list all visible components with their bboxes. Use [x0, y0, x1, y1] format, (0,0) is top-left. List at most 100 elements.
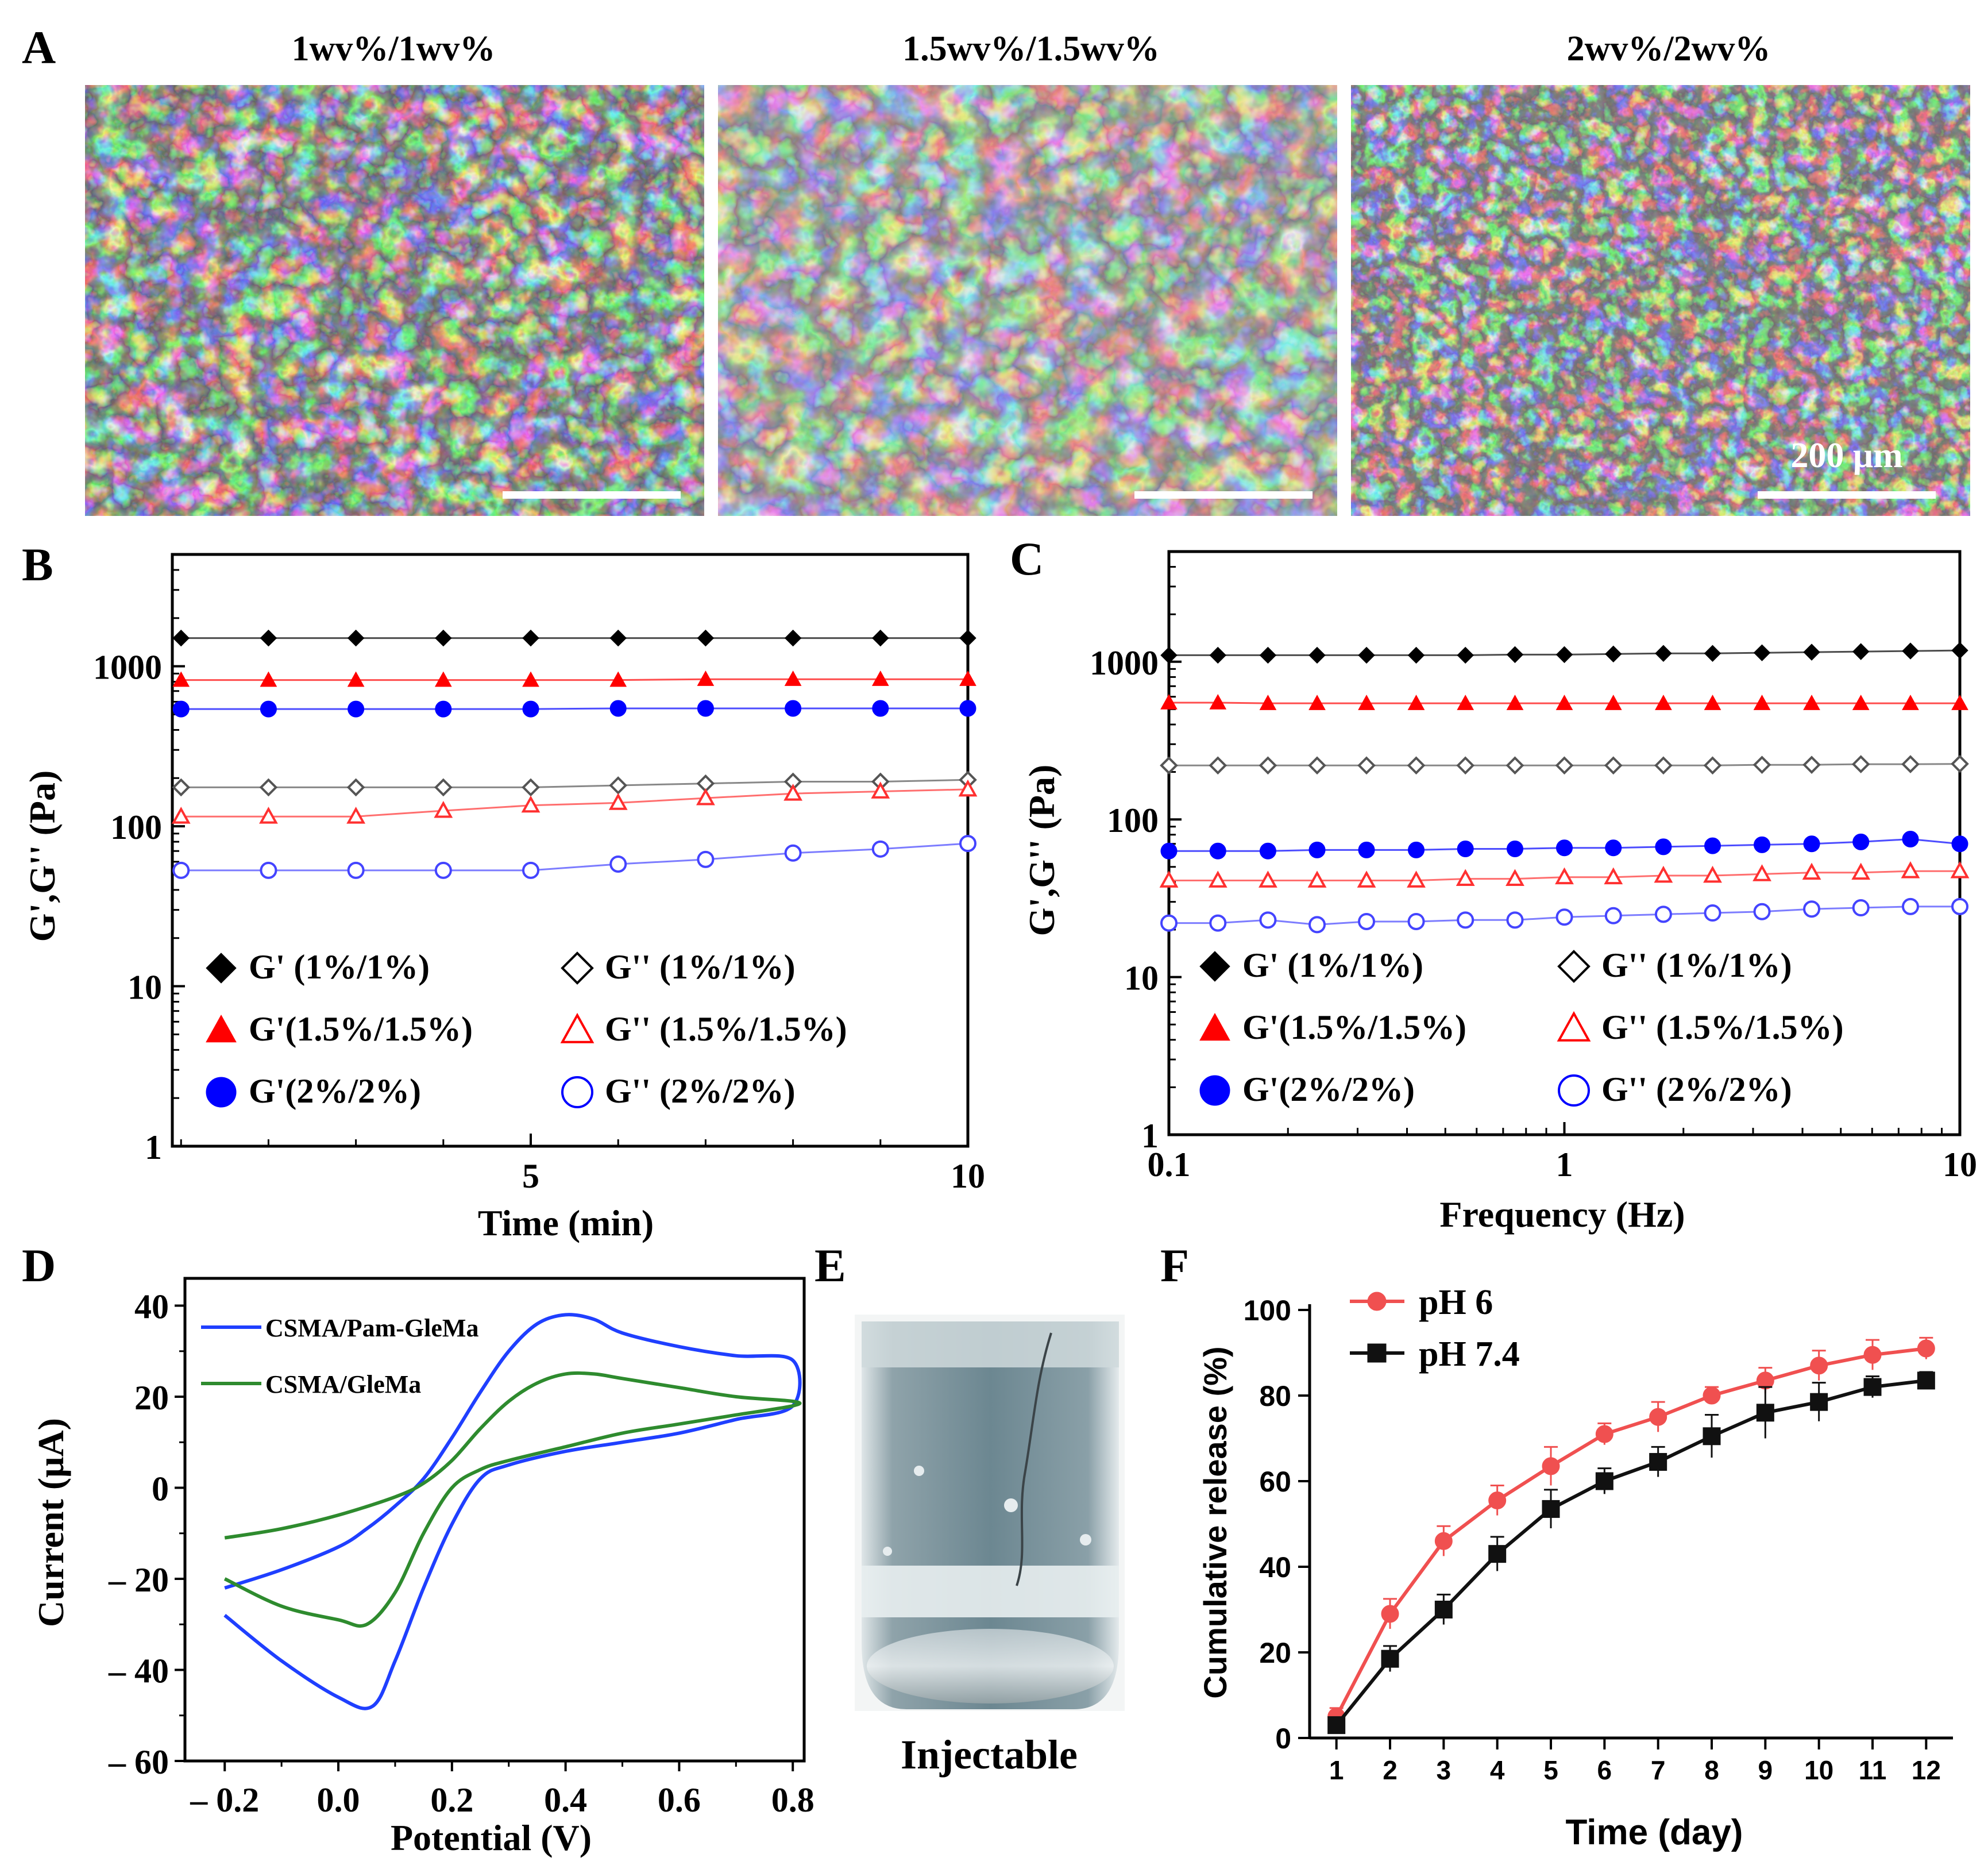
y-tick-label: 80	[1259, 1380, 1291, 1412]
data-point	[1488, 1545, 1507, 1563]
data-point	[1555, 908, 1573, 926]
data-point	[1704, 904, 1721, 922]
y-tick-label: 1000	[1090, 644, 1159, 682]
data-point	[1852, 695, 1870, 710]
legend-marker	[1199, 1075, 1230, 1106]
data-point	[784, 670, 802, 686]
vial-bubble	[1080, 1534, 1091, 1546]
plot-frame	[183, 1277, 806, 1763]
data-point	[1902, 695, 1919, 710]
data-point	[1752, 756, 1771, 774]
d-xlabel: Potential (V)	[391, 1817, 592, 1858]
b-xlabel: Time (min)	[478, 1203, 654, 1243]
data-point	[1704, 645, 1721, 662]
data-point	[1802, 756, 1821, 774]
y-tick-label: 100	[1107, 801, 1159, 839]
data-point	[1434, 1601, 1453, 1618]
data-point	[172, 700, 190, 718]
c-xlabel: Frequency (Hz)	[1439, 1194, 1685, 1235]
b-ylabel: G',G'' (Pa)	[22, 770, 63, 942]
data-point	[1604, 695, 1622, 710]
x-tick-label: 11	[1859, 1755, 1887, 1785]
data-point	[1259, 695, 1277, 710]
data-point	[871, 781, 890, 799]
x-tick-label: 8	[1704, 1755, 1719, 1785]
data-point	[959, 629, 976, 647]
x-tick-label: 0.6	[658, 1781, 701, 1819]
data-point	[1655, 695, 1672, 710]
data-point	[1506, 841, 1523, 858]
data-point	[1159, 870, 1179, 888]
data-point	[1803, 835, 1820, 853]
panel-label-f: F	[1160, 1239, 1189, 1292]
data-point	[1209, 914, 1227, 932]
data-point	[609, 855, 627, 873]
data-point	[783, 784, 803, 801]
d-ylabel: Current (μA)	[30, 1418, 71, 1627]
data-point	[1506, 646, 1524, 664]
x-tick-label: 5	[522, 1157, 539, 1195]
y-tick-label: 1000	[93, 649, 162, 687]
data-point	[522, 700, 539, 718]
legend-marker	[1558, 1074, 1590, 1107]
data-point	[1506, 695, 1524, 710]
data-point	[1488, 1492, 1507, 1510]
legend-label: G' (1%/1%)	[1242, 946, 1423, 984]
data-point	[260, 700, 277, 718]
panel-a: 1wv%/1wv% 1.5wv%/1.5wv% 2wv%/2wv% 200 μm	[85, 29, 1970, 516]
legend-label: G'(2%/2%)	[1242, 1070, 1415, 1108]
legend-label: G'' (1%/1%)	[1601, 946, 1792, 984]
series-line	[181, 788, 968, 818]
legend-marker	[561, 1076, 593, 1108]
data-point	[1209, 694, 1227, 710]
data-point	[435, 629, 452, 647]
legend-label: pH 7.4	[1419, 1335, 1520, 1374]
data-point	[1506, 869, 1524, 886]
data-point	[1851, 755, 1870, 773]
data-point	[1407, 695, 1425, 710]
data-point	[1259, 756, 1277, 775]
legend-marker	[206, 1077, 237, 1108]
legend-label: CSMA/Pam-GleMa	[265, 1314, 478, 1342]
cv-curve	[223, 1313, 802, 1710]
data-point	[697, 629, 715, 647]
legend-label: G'(1.5%/1.5%)	[1242, 1008, 1466, 1046]
legend-marker	[1367, 1292, 1387, 1311]
y-tick-label: 10	[128, 969, 162, 1007]
series-line	[181, 842, 968, 872]
panel-label-d: D	[22, 1239, 56, 1292]
data-point	[1259, 646, 1277, 664]
series-line	[1335, 1378, 1927, 1726]
data-point	[697, 700, 714, 717]
data-point	[1917, 1339, 1935, 1358]
legend-marker	[1557, 950, 1591, 983]
data-point	[1209, 756, 1227, 775]
data-point	[1810, 1356, 1828, 1375]
data-point	[1951, 835, 1968, 853]
data-point	[1605, 839, 1622, 857]
y-tick-label: 40	[1259, 1551, 1291, 1583]
x-tick-label: 4	[1490, 1755, 1505, 1785]
legend-marker	[1367, 1343, 1387, 1363]
data-point	[871, 840, 889, 858]
data-point	[609, 776, 628, 795]
f-xlabel: Time (day)	[1566, 1813, 1743, 1852]
data-point	[522, 629, 539, 647]
x-tick-label: 5	[1543, 1755, 1558, 1785]
data-point	[1753, 695, 1771, 710]
data-point	[1604, 756, 1623, 775]
data-point	[1259, 842, 1276, 860]
data-point	[1852, 833, 1870, 850]
data-point	[1863, 1378, 1882, 1396]
panel-f-chart: Cumulative release (%) Time (day) 0 20 40 6…	[1197, 1283, 1953, 1852]
x-tick-label: 10	[1804, 1755, 1833, 1785]
data-point	[1407, 756, 1426, 775]
panel-d-chart: Current (μA) Potential (V) – 60 – 40 – 20 0…	[30, 1277, 814, 1858]
data-point	[871, 670, 889, 686]
data-point	[1605, 645, 1622, 662]
data-point	[1754, 836, 1771, 853]
data-point	[1704, 837, 1721, 854]
y-tick-label: 60	[1259, 1466, 1291, 1498]
data-point	[1950, 861, 1970, 878]
data-point	[1803, 643, 1820, 661]
